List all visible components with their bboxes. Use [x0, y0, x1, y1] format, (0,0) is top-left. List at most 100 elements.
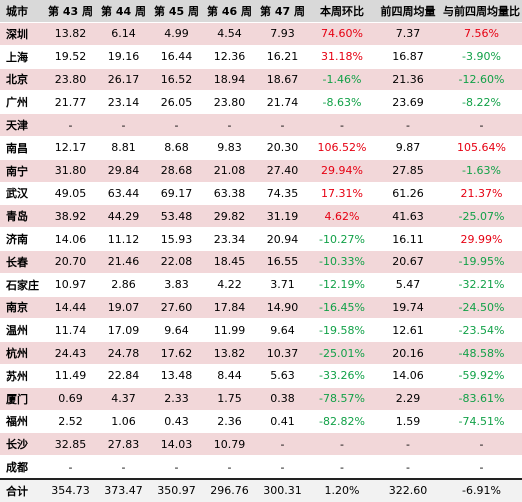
vs-four-week-avg-cell: 7.56%	[441, 22, 522, 46]
total-week-44-cell: 373.47	[97, 477, 150, 502]
city-cell: 青岛	[0, 204, 44, 228]
week-47-cell: -	[256, 432, 309, 456]
city-cell: 济南	[0, 227, 44, 251]
table-row: 杭州 24.43 24.78 17.62 13.82 10.37 -25.01% 20.16-…	[0, 341, 522, 365]
week-45-cell: 15.93	[150, 227, 203, 251]
week-44-cell: 21.46	[97, 249, 150, 274]
week-44-cell: 23.14	[97, 90, 150, 114]
table-row: 石家庄 10.97 2.86 3.83 4.22 3.71 -12.19% 5.47 -32.2…	[0, 272, 522, 297]
week-43-cell: 0.69	[44, 386, 97, 411]
city-cell: 长春	[0, 249, 44, 274]
week-46-cell: -	[203, 455, 256, 479]
table-row: 长春 20.70 21.46 22.08 18.45 16.55 -10.33% 20.67-…	[0, 249, 522, 274]
week-43-cell: 11.74	[44, 318, 97, 342]
city-cell: 武汉	[0, 181, 44, 205]
four-week-avg-cell: 41.63	[375, 204, 441, 228]
table-row: 厦门 0.69 4.37 2.33 1.75 0.38 -78.57% 2.29 -83.61%	[0, 386, 522, 411]
week-45-cell: 22.08	[150, 249, 203, 274]
vs-four-week-avg-cell: -12.60%	[441, 67, 522, 91]
week-44-cell: 8.81	[97, 135, 150, 160]
week-over-week-cell: 17.31%	[309, 181, 375, 205]
week-46-cell: 12.36	[203, 44, 256, 69]
week-43-cell: 12.17	[44, 135, 97, 160]
vs-four-week-avg-cell: -	[441, 432, 522, 456]
week-46-cell: 23.34	[203, 227, 256, 251]
week-44-cell: 1.06	[97, 409, 150, 433]
week-46-cell: -	[203, 113, 256, 137]
week-over-week-cell: 31.18%	[309, 44, 375, 69]
week-45-cell: 3.83	[150, 272, 203, 297]
week-43-cell: 49.05	[44, 181, 97, 205]
week-over-week-cell: -33.26%	[309, 363, 375, 388]
city-cell: 杭州	[0, 341, 44, 365]
city-cell: 南宁	[0, 158, 44, 183]
week-46-cell: 21.08	[203, 158, 256, 183]
week-45-cell: 26.05	[150, 90, 203, 114]
city-cell: 广州	[0, 90, 44, 114]
table-row: 温州 11.74 17.09 9.64 11.99 9.64 -19.58% 12.61 -23…	[0, 318, 522, 342]
week-45-cell: 69.17	[150, 181, 203, 205]
week-44-cell: 63.44	[97, 181, 150, 205]
week-47-cell: 16.21	[256, 44, 309, 69]
four-week-avg-cell: 27.85	[375, 158, 441, 183]
four-week-avg-cell: 2.29	[375, 386, 441, 411]
total-label: 合计	[0, 477, 44, 502]
week-over-week-cell: -25.01%	[309, 341, 375, 365]
vs-four-week-avg-cell: -19.95%	[441, 249, 522, 274]
week-46-cell: 11.99	[203, 318, 256, 342]
week-44-cell: 6.14	[97, 22, 150, 46]
week-over-week-cell: -10.27%	[309, 227, 375, 251]
week-43-cell: 23.80	[44, 67, 97, 91]
header-week-47: 第 47 周	[256, 0, 309, 23]
week-44-cell: 11.12	[97, 227, 150, 251]
city-cell: 北京	[0, 67, 44, 91]
week-43-cell: 20.70	[44, 249, 97, 274]
week-over-week-cell: 4.62%	[309, 204, 375, 228]
week-47-cell: 27.40	[256, 158, 309, 183]
week-44-cell: 19.16	[97, 44, 150, 69]
vs-four-week-avg-cell: -59.92%	[441, 363, 522, 388]
table-row: 南京 14.44 19.07 27.60 17.84 14.90 -16.45% 19.74-…	[0, 295, 522, 319]
city-cell: 成都	[0, 455, 44, 479]
table-row: 青岛 38.92 44.29 53.48 29.82 31.19 4.62% 41.63 -25…	[0, 204, 522, 228]
city-cell: 石家庄	[0, 272, 44, 297]
four-week-avg-cell: 16.87	[375, 44, 441, 69]
week-45-cell: -	[150, 113, 203, 137]
table-row: 深圳 13.82 6.14 4.99 4.54 7.93 74.60% 7.37 7.56%	[0, 22, 522, 46]
total-vs-four-week-avg-cell: -6.91%	[441, 477, 522, 502]
week-43-cell: 14.06	[44, 227, 97, 251]
week-46-cell: 29.82	[203, 204, 256, 228]
week-47-cell: 5.63	[256, 363, 309, 388]
vs-four-week-avg-cell: 29.99%	[441, 227, 522, 251]
four-week-avg-cell: 16.11	[375, 227, 441, 251]
week-47-cell: 16.55	[256, 249, 309, 274]
week-45-cell: 16.52	[150, 67, 203, 91]
week-46-cell: 18.94	[203, 67, 256, 91]
week-44-cell: -	[97, 455, 150, 479]
header-four-week-avg: 前四周均量	[375, 0, 441, 23]
week-45-cell: 8.68	[150, 135, 203, 160]
week-43-cell: 11.49	[44, 363, 97, 388]
four-week-avg-cell: 7.37	[375, 22, 441, 46]
week-47-cell: 0.38	[256, 386, 309, 411]
week-46-cell: 18.45	[203, 249, 256, 274]
four-week-avg-cell: 1.59	[375, 409, 441, 433]
week-over-week-cell: -8.63%	[309, 90, 375, 114]
week-47-cell: 7.93	[256, 22, 309, 46]
week-45-cell: 2.33	[150, 386, 203, 411]
vs-four-week-avg-cell: -24.50%	[441, 295, 522, 319]
week-45-cell: 16.44	[150, 44, 203, 69]
header-week-over-week: 本周环比	[309, 0, 375, 23]
vs-four-week-avg-cell: -48.58%	[441, 341, 522, 365]
week-44-cell: 22.84	[97, 363, 150, 388]
four-week-avg-cell: -	[375, 113, 441, 137]
total-week-47-cell: 300.31	[256, 477, 309, 502]
total-four-week-avg-cell: 322.60	[375, 477, 441, 502]
vs-four-week-avg-cell: 21.37%	[441, 181, 522, 205]
week-47-cell: 20.94	[256, 227, 309, 251]
week-47-cell: 74.35	[256, 181, 309, 205]
total-week-over-week-cell: 1.20%	[309, 477, 375, 502]
city-cell: 上海	[0, 44, 44, 69]
four-week-avg-cell: 23.69	[375, 90, 441, 114]
